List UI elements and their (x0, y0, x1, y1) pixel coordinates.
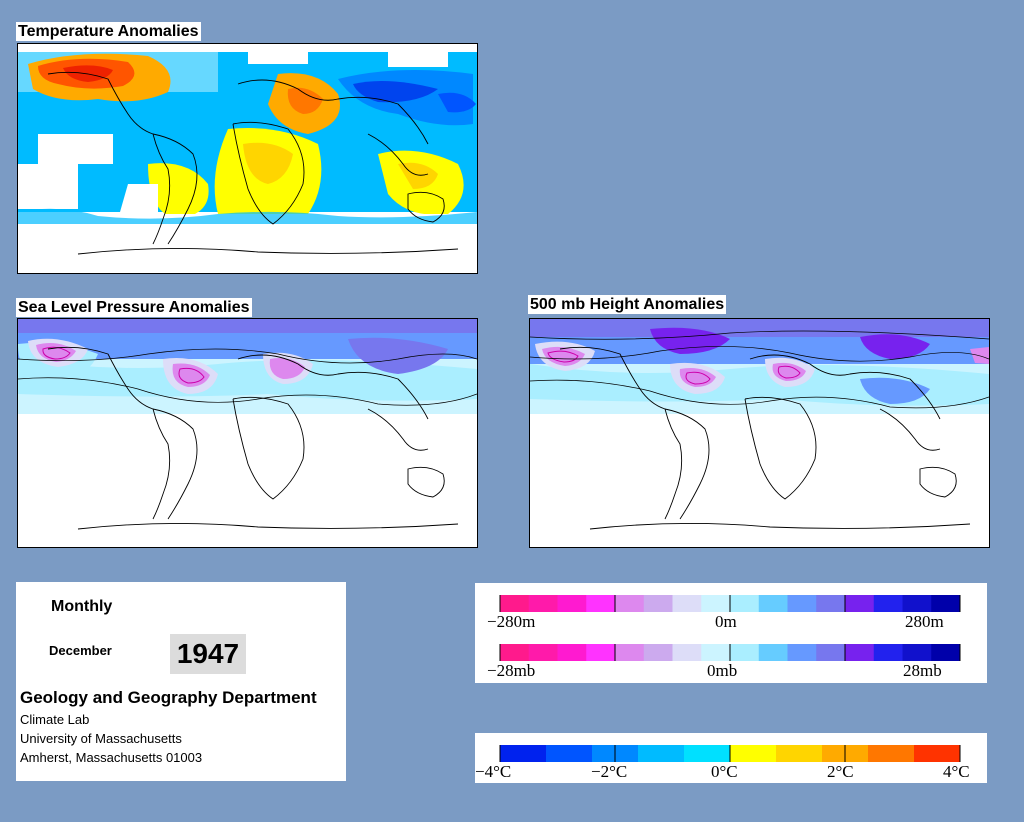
height-scale-swatch (873, 595, 903, 612)
temperature-anomaly-map (17, 43, 478, 274)
height-scale-swatch (701, 595, 731, 612)
pressure-scale-swatch (787, 644, 817, 661)
temp-label-neg4: −4°C (475, 762, 511, 781)
pressure-scale-swatch (931, 644, 961, 661)
pressure-scale-swatch (500, 644, 530, 661)
pressure-scale-swatch (902, 644, 932, 661)
height-scale-swatch (758, 595, 788, 612)
height-scale-swatch (500, 595, 530, 612)
pressure-scale-swatch (615, 644, 645, 661)
pressure-color-scale (499, 644, 961, 661)
temperature-map-title: Temperature Anomalies (16, 22, 201, 41)
height-color-scale (499, 595, 961, 612)
year-display: 1947 (170, 634, 246, 674)
height-scale-swatch (931, 595, 961, 612)
height-scale-swatch (528, 595, 558, 612)
temperature-legend: −4°C −2°C 0°C 2°C 4°C (475, 733, 987, 783)
university-name: University of Massachusetts (20, 731, 182, 746)
temp-scale-swatch (500, 745, 547, 762)
period-label: Monthly (51, 598, 113, 615)
pressure-min-label: −28mb (487, 661, 535, 680)
department-name: Geology and Geography Department (20, 688, 317, 707)
lab-name: Climate Lab (20, 712, 90, 727)
pressure-scale-swatch (816, 644, 846, 661)
temp-scale-swatch (914, 745, 961, 762)
temp-label-0: 0°C (711, 762, 738, 781)
height-scale-swatch (816, 595, 846, 612)
height-max-label: 280m (905, 612, 944, 631)
pressure-scale-swatch (873, 644, 903, 661)
height-mid-label: 0m (715, 612, 737, 631)
height-scale-swatch (787, 595, 817, 612)
height-scale-swatch (845, 595, 875, 612)
temp-scale-swatch (638, 745, 685, 762)
slp-anomaly-map (17, 318, 478, 548)
height-scale-swatch (557, 595, 587, 612)
temp-scale-swatch (546, 745, 593, 762)
height-min-label: −280m (487, 612, 535, 631)
height-pressure-legend: −280m 0m 280m −28mb 0mb 28mb (475, 583, 987, 683)
height-scale-swatch (902, 595, 932, 612)
pressure-scale-swatch (557, 644, 587, 661)
info-panel: Monthly December 1947 Geology and Geogra… (16, 582, 346, 781)
temp-scale-swatch (684, 745, 731, 762)
temp-scale-swatch (730, 745, 777, 762)
height500-anomaly-map (529, 318, 990, 548)
temp-label-neg2: −2°C (591, 762, 627, 781)
pressure-mid-label: 0mb (707, 661, 737, 680)
month-label: December (49, 643, 112, 658)
temperature-color-scale (499, 745, 961, 762)
temp-label-2: 2°C (827, 762, 854, 781)
temp-scale-swatch (776, 745, 823, 762)
height-scale-swatch (586, 595, 616, 612)
pressure-scale-swatch (643, 644, 673, 661)
address: Amherst, Massachusetts 01003 (20, 750, 203, 765)
pressure-scale-swatch (730, 644, 760, 661)
pressure-scale-swatch (845, 644, 875, 661)
pressure-max-label: 28mb (903, 661, 942, 680)
pressure-scale-swatch (758, 644, 788, 661)
height-scale-swatch (643, 595, 673, 612)
pressure-scale-swatch (528, 644, 558, 661)
pressure-scale-swatch (672, 644, 702, 661)
slp-map-title: Sea Level Pressure Anomalies (16, 298, 252, 317)
height-scale-swatch (615, 595, 645, 612)
pressure-scale-swatch (586, 644, 616, 661)
height-scale-swatch (672, 595, 702, 612)
temp-label-4: 4°C (943, 762, 970, 781)
temp-scale-swatch (868, 745, 915, 762)
pressure-scale-swatch (701, 644, 731, 661)
height-scale-swatch (730, 595, 760, 612)
height500-map-title: 500 mb Height Anomalies (528, 295, 727, 314)
